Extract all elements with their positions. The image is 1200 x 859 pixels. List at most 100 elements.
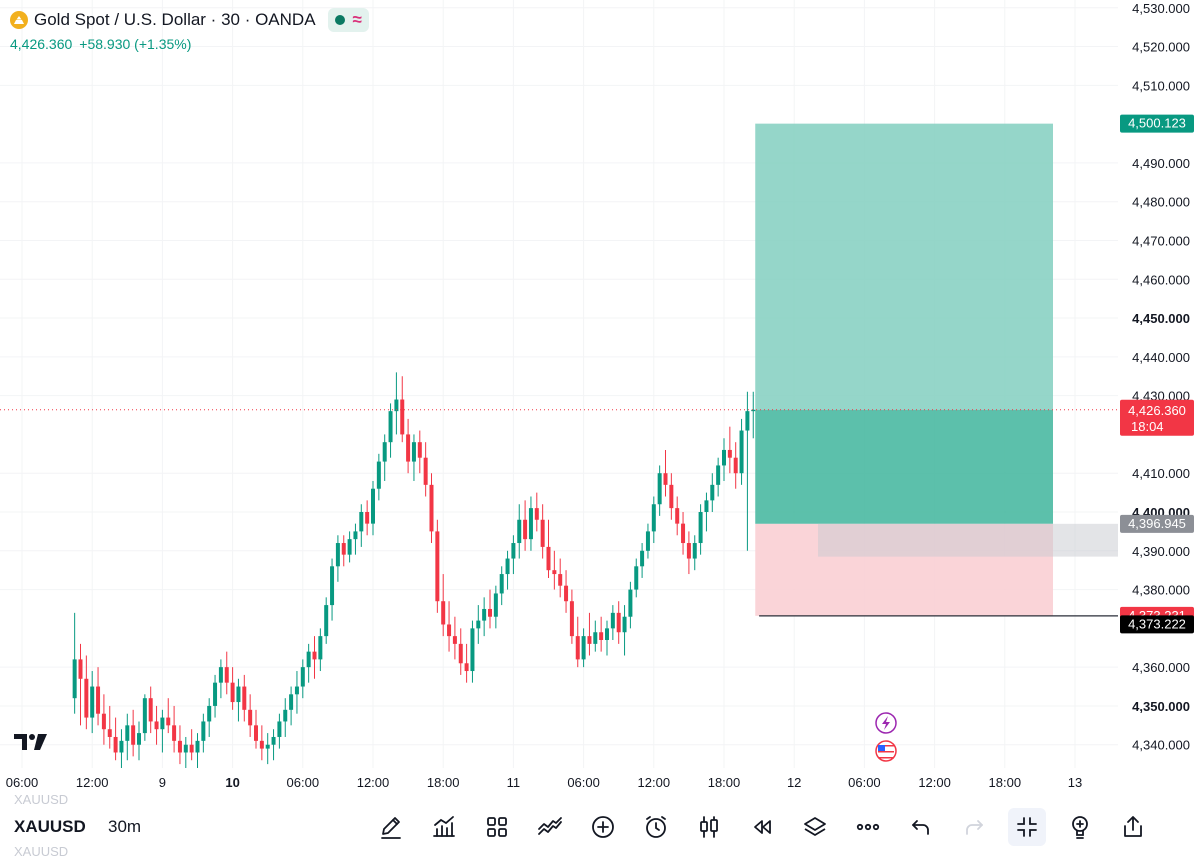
candle-body [125, 725, 130, 741]
target-price-label: 4,500.123 [1128, 116, 1186, 131]
ideas-button[interactable] [1061, 808, 1099, 846]
last-price: 4,426.360 [10, 36, 73, 52]
alert-button[interactable] [637, 808, 675, 846]
time-tick-label: 12:00 [918, 775, 951, 790]
candle-body [341, 543, 346, 555]
candle-body [493, 593, 498, 617]
candle-body [569, 601, 574, 637]
flag-stripe [878, 754, 894, 756]
candle-body [84, 678, 89, 718]
candle-body [376, 461, 381, 489]
exit-fullscreen-button[interactable] [1008, 808, 1046, 846]
indicators-button[interactable] [425, 808, 463, 846]
candle-body [96, 686, 101, 714]
price-chart[interactable]: 4,530.000 4,520.000 4,510.000 4,490.000 4,48… [0, 0, 1200, 800]
flag-stripe [878, 757, 894, 759]
layers-button[interactable] [796, 808, 834, 846]
candle-body [634, 566, 639, 590]
candle-body [236, 686, 241, 703]
time-tick-label: 12:00 [357, 775, 390, 790]
time-tick-label: 06:00 [567, 775, 600, 790]
candle-body [657, 473, 662, 505]
candle-body [90, 686, 95, 718]
candle-body [148, 698, 153, 722]
candle-body [394, 399, 399, 412]
share-button[interactable] [1114, 808, 1152, 846]
candle-body [692, 543, 697, 559]
line-price-label-bg [1120, 615, 1194, 634]
candle-body [505, 558, 510, 575]
candle-body [371, 488, 375, 524]
redo-button[interactable] [955, 808, 993, 846]
candle-body [218, 667, 223, 683]
time-tick-label: 11 [507, 775, 521, 790]
price-axis[interactable]: 4,530.000 4,520.000 4,510.000 4,490.000 4,48… [1132, 1, 1190, 753]
candle-body [242, 686, 247, 710]
candle-body [605, 628, 609, 640]
candle-body [131, 725, 136, 745]
price-tick-label: 4,340.000 [1132, 738, 1190, 753]
candle-body [335, 543, 340, 567]
candle-body [318, 636, 323, 660]
candle-body [470, 628, 475, 672]
bottom-toolbar: XAUUSD XAUUSD 30m XAUUSD [0, 792, 1200, 859]
candle-body [172, 725, 177, 741]
candle-body [207, 705, 212, 722]
candle-body [722, 449, 726, 466]
candle-body [154, 721, 159, 730]
candle-body [359, 512, 364, 532]
candle-body [575, 636, 580, 660]
layouts-grid-icon [487, 817, 507, 837]
candle-body [119, 740, 124, 753]
price-tick-label: 4,350.000 [1132, 699, 1190, 714]
symbol-selector[interactable]: XAUUSD [14, 817, 86, 836]
time-axis[interactable]: 06:00 12:00 9 10 06:00 12:00 18:00 11 06:00 12:00… [6, 775, 1083, 790]
candle-body [669, 484, 674, 509]
time-tick-label: 18:00 [989, 775, 1022, 790]
candle-body [107, 729, 112, 737]
price-tick-label: 4,480.000 [1132, 195, 1190, 210]
price-tick-label: 4,470.000 [1132, 233, 1190, 248]
candle-body [628, 589, 633, 617]
drawing-tool-button[interactable] [372, 808, 410, 846]
candle-body [277, 721, 282, 737]
candle-body [751, 409, 756, 412]
layouts-button[interactable] [478, 808, 516, 846]
symbol-title[interactable]: Gold Spot / U.S. Dollar · 30 · OANDA [34, 10, 316, 29]
add-button[interactable] [584, 808, 622, 846]
undo-button[interactable] [902, 808, 940, 846]
candle-body [558, 574, 563, 586]
candle-body [458, 643, 463, 664]
symbol-ghost-bottom: XAUUSD [14, 844, 69, 859]
market-status-badge[interactable]: ≈ [327, 8, 369, 32]
candle-body [300, 667, 305, 687]
candle-body [101, 713, 106, 730]
candle-body [616, 612, 621, 633]
candle-body [294, 686, 299, 695]
more-button[interactable] [849, 808, 887, 846]
lightning-bolt-glyph [882, 716, 890, 730]
symbol-ghost-top: XAUUSD [14, 792, 69, 807]
candle-body [727, 449, 732, 458]
candle-body [353, 531, 358, 540]
flag-stripe [878, 745, 894, 747]
candle-body [686, 543, 691, 559]
candle-body [482, 608, 487, 621]
candle-body [581, 636, 586, 660]
candle-body [72, 659, 77, 699]
candle-body [411, 442, 416, 462]
candle-body [540, 519, 545, 547]
tradingview-logo-icon[interactable] [14, 733, 48, 756]
wave-icon: ≈ [352, 10, 362, 29]
interval-selector[interactable]: 30m [108, 817, 142, 836]
target-price-label-bg [1120, 114, 1194, 133]
chart-type-button[interactable] [690, 808, 728, 846]
candle-body [640, 550, 645, 567]
candle-body [587, 636, 592, 644]
candle-body [552, 570, 557, 575]
candle-body [259, 740, 264, 749]
strategy-button[interactable] [531, 808, 569, 846]
candles-icon [700, 816, 718, 838]
replay-button[interactable] [743, 808, 781, 846]
candle-body [248, 709, 253, 726]
